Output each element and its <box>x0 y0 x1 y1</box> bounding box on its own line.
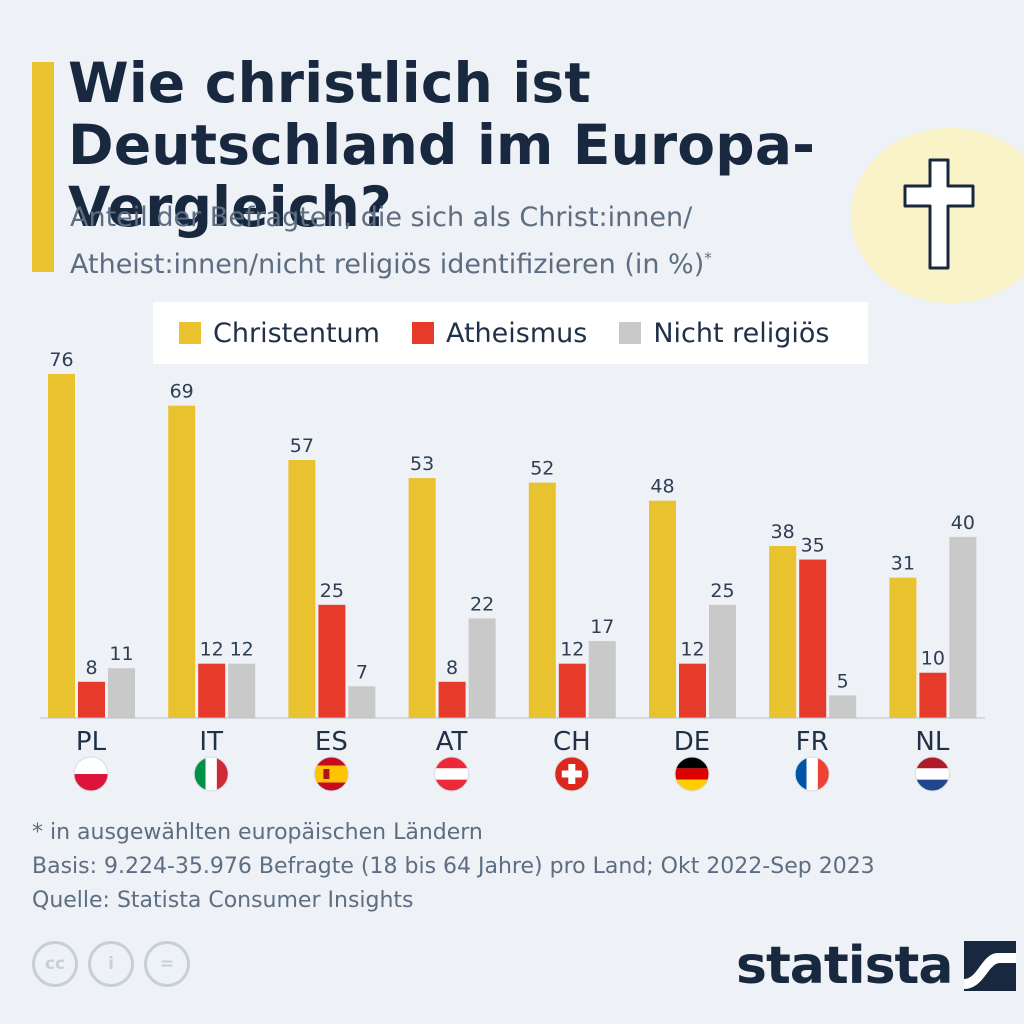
value-label-nl-nicht-religioes: 40 <box>951 512 975 534</box>
statista-logo-icon <box>964 941 1017 991</box>
bar-pl-nicht-religioes <box>108 668 135 718</box>
value-label-nl-christentum: 31 <box>891 553 915 575</box>
value-label-nl-atheismus: 10 <box>921 648 945 670</box>
subtitle-footnote-mark: * <box>704 249 712 267</box>
subtitle-line-1: Anteil der Befragten, die sich als Chris… <box>70 202 693 233</box>
value-label-it-nicht-religioes: 12 <box>230 639 254 661</box>
value-label-pl-atheismus: 8 <box>85 657 97 679</box>
legend-item-atheismus: Atheismus <box>411 317 588 349</box>
statista-logo[interactable]: statista <box>736 936 1017 996</box>
legend-swatch-christentum <box>179 322 201 344</box>
italy-flag-icon <box>193 756 229 792</box>
bar-fr-atheismus <box>799 559 827 718</box>
category-label-ch: CH <box>553 727 591 757</box>
category-label-at: AT <box>436 727 468 757</box>
bar-de-christentum <box>649 500 676 718</box>
value-label-fr-atheismus: 35 <box>801 535 825 557</box>
category-label-pl: PL <box>76 727 107 757</box>
value-label-es-atheismus: 25 <box>320 580 344 602</box>
value-label-at-nicht-religioes: 22 <box>470 593 494 615</box>
value-label-de-nicht-religioes: 25 <box>710 580 734 602</box>
value-label-pl-christentum: 76 <box>49 349 73 371</box>
bar-it-christentum <box>168 405 196 718</box>
category-label-nl: NL <box>915 727 949 757</box>
value-label-fr-nicht-religioes: 5 <box>837 670 849 692</box>
bar-es-christentum <box>288 460 316 718</box>
category-label-es: ES <box>315 727 348 757</box>
value-label-es-christentum: 57 <box>290 435 314 457</box>
bar-fr-nicht-religioes <box>829 695 857 718</box>
legend-swatch-nicht-religioes <box>619 322 642 344</box>
footnotes: * in ausgewählten europäischen Ländern B… <box>32 816 875 918</box>
chart-legend: Christentum Atheismus Nicht religiös <box>153 302 868 364</box>
bar-nl-christentum <box>889 577 917 718</box>
category-label-fr: FR <box>796 727 829 757</box>
subtitle-line-2: Atheist:innen/nicht religiös identifizie… <box>70 249 705 280</box>
legend-item-christentum: Christentum <box>179 318 380 349</box>
value-label-pl-nicht-religioes: 11 <box>109 643 133 665</box>
value-label-at-christentum: 53 <box>410 453 434 475</box>
bar-es-atheismus <box>318 604 346 718</box>
bar-at-christentum <box>408 478 436 718</box>
no-derivatives-icon[interactable]: = <box>144 941 190 987</box>
value-label-de-atheismus: 12 <box>680 639 704 661</box>
bar-ch-atheismus <box>558 663 586 718</box>
bar-it-atheismus <box>198 663 226 718</box>
footnote-note: * in ausgewählten europäischen Ländern <box>32 820 483 845</box>
bar-es-nicht-religioes <box>348 686 376 718</box>
bar-fr-christentum <box>769 546 797 718</box>
footnote-source: Quelle: Statista Consumer Insights <box>32 888 414 913</box>
bar-nl-nicht-religioes <box>949 536 977 718</box>
value-label-es-nicht-religioes: 7 <box>356 661 368 683</box>
poland-flag-icon <box>73 756 109 792</box>
value-label-fr-christentum: 38 <box>771 521 795 543</box>
france-flag-icon <box>794 756 830 792</box>
value-label-it-christentum: 69 <box>170 381 194 403</box>
value-label-ch-atheismus: 12 <box>560 639 584 661</box>
bar-de-nicht-religioes <box>709 604 736 718</box>
category-label-de: DE <box>674 727 710 757</box>
value-label-de-christentum: 48 <box>650 476 674 498</box>
bar-ch-christentum <box>528 482 556 718</box>
legend-label-christentum: Christentum <box>213 317 380 349</box>
value-label-ch-nicht-religioes: 17 <box>590 616 614 638</box>
attribution-icon[interactable]: i <box>88 941 134 987</box>
creative-commons-icon[interactable]: cc <box>32 941 78 987</box>
bar-it-nicht-religioes <box>228 663 256 718</box>
license-icons: cc i = <box>32 941 190 987</box>
statista-wordmark: statista <box>736 936 953 996</box>
legend-item-nicht-religioes: Nicht religiös <box>619 317 830 349</box>
value-label-ch-christentum: 52 <box>530 458 554 480</box>
chart-title: Wie christlich ist Deutschland im Europa… <box>68 51 816 239</box>
legend-label-atheismus: Atheismus <box>445 317 588 349</box>
cross-icon <box>903 158 975 270</box>
switzerland-flag-icon <box>554 756 590 792</box>
austria-flag-icon <box>434 756 470 792</box>
value-label-at-atheismus: 8 <box>446 657 458 679</box>
legend-label-nicht-religioes: Nicht religiös <box>653 317 830 349</box>
germany-flag-icon <box>674 756 710 792</box>
bar-de-atheismus <box>679 663 706 718</box>
bar-nl-atheismus <box>919 672 947 718</box>
value-label-it-atheismus: 12 <box>200 639 224 661</box>
title-accent-bar <box>32 62 54 272</box>
spain-flag-icon <box>313 756 349 792</box>
chart-subtitle: Anteil der Befragten, die sich als Chris… <box>70 198 830 285</box>
legend-swatch-atheismus <box>411 322 434 344</box>
bar-at-atheismus <box>438 681 466 718</box>
category-label-it: IT <box>199 727 223 757</box>
netherlands-flag-icon <box>914 756 950 792</box>
bar-ch-nicht-religioes <box>588 641 616 718</box>
bar-pl-atheismus <box>78 681 105 718</box>
bar-pl-christentum <box>48 374 75 718</box>
footnote-basis: Basis: 9.224-35.976 Befragte (18 bis 64 … <box>32 854 875 879</box>
bar-at-nicht-religioes <box>468 618 496 718</box>
